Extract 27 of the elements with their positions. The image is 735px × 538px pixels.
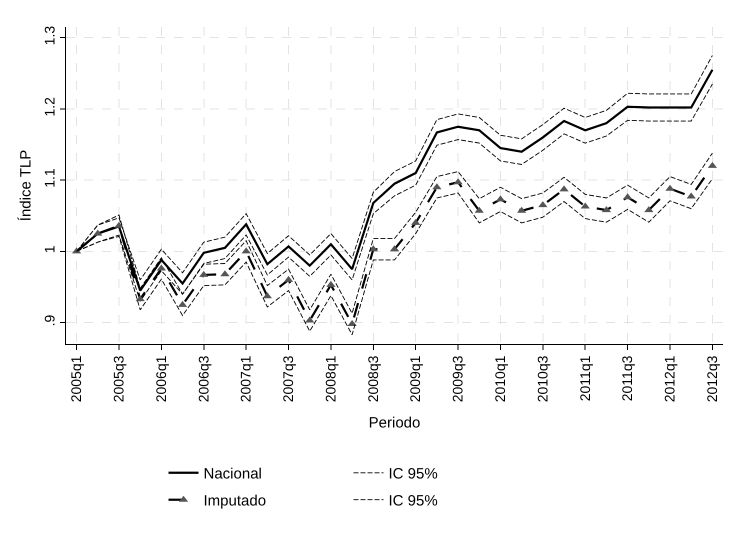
x-tick-label: 2012q1 <box>662 355 678 402</box>
x-tick-label: 2005q3 <box>110 355 127 402</box>
x-tick-label: 2008q1 <box>322 355 338 402</box>
x-tick-label: 2007q3 <box>280 355 296 402</box>
x-tick-label: 2011q3 <box>619 355 636 402</box>
x-tick-label: 2009q3 <box>450 355 466 402</box>
x-tick-label: 2006q1 <box>152 355 169 402</box>
y-axis-title: Índice TLP <box>16 150 35 222</box>
x-tick-label: 2010q3 <box>534 355 550 402</box>
x-tick-label: 2012q3 <box>704 355 720 402</box>
legend-label: IC 95% <box>388 492 438 510</box>
y-tick-label: 1 <box>41 245 58 254</box>
x-tick-label: 2007q1 <box>238 355 254 402</box>
legend-label: IC 95% <box>388 466 438 483</box>
legend-label: Nacional <box>204 466 262 483</box>
y-tick-label: 1.3 <box>41 26 58 46</box>
x-tick-label: 2005q1 <box>68 355 84 402</box>
legend-label: Imputado <box>204 492 266 510</box>
x-tick-label: 2011q1 <box>576 355 593 402</box>
x-tick-label: 2008q3 <box>364 355 381 402</box>
x-tick-label: 2009q1 <box>407 355 424 402</box>
x-axis-title: Periodo <box>368 414 420 432</box>
y-tick-label: 1.1 <box>41 168 58 188</box>
x-tick-label: 2006q3 <box>195 355 212 402</box>
x-tick-label: 2010q1 <box>492 355 508 402</box>
y-tick-label: 1.2 <box>41 96 58 117</box>
y-tick-label: .9 <box>41 314 58 326</box>
